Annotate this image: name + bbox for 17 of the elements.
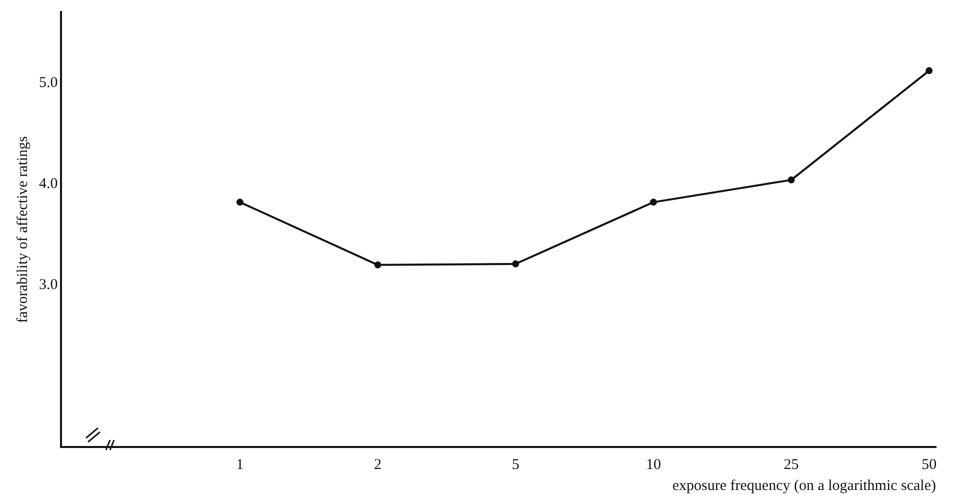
x-axis-title: exposure frequency (on a logarithmic scale) bbox=[672, 478, 936, 494]
point bbox=[236, 198, 244, 206]
y-tick-label: 5.0 bbox=[39, 74, 58, 91]
x-tick-label: 50 bbox=[922, 456, 937, 473]
x-tick-label: 25 bbox=[784, 456, 799, 473]
point bbox=[926, 67, 933, 74]
point bbox=[650, 198, 657, 206]
point bbox=[788, 176, 795, 184]
x-tick-label: 5 bbox=[512, 456, 520, 473]
y-tick-label: 3.0 bbox=[39, 277, 58, 294]
y-tick-label: 4.0 bbox=[39, 176, 58, 192]
y-axis-title: favorability of affective ratings bbox=[14, 136, 31, 323]
x-tick-label: 1 bbox=[236, 456, 244, 473]
point bbox=[374, 261, 382, 268]
x-tick-label: 2 bbox=[374, 456, 382, 473]
point bbox=[512, 260, 520, 268]
x-tick-label: 10 bbox=[646, 456, 661, 473]
